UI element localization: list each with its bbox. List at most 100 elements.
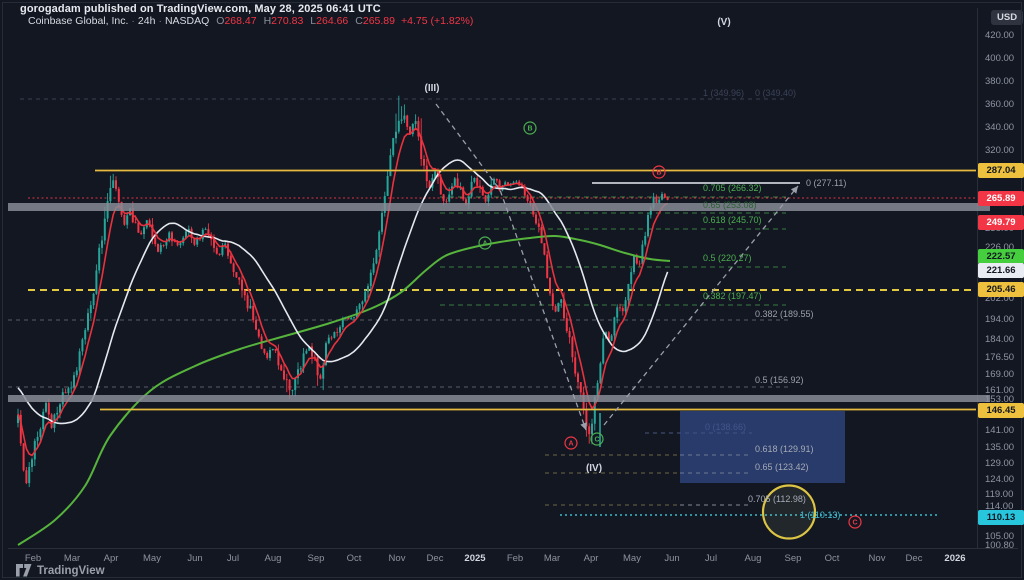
price-tick: 129.00	[985, 458, 1015, 469]
elliott-wave-label: (III)	[425, 83, 440, 94]
price-badge: 146.45	[978, 402, 1024, 418]
exchange: NASDAQ	[164, 15, 210, 27]
elliott-wave-label: (V)	[717, 17, 730, 28]
price-tick: 380.00	[985, 76, 1015, 87]
projection-dashed-line	[603, 185, 799, 426]
price-axis-separator	[977, 8, 978, 548]
year-tick: 2025	[464, 553, 486, 564]
slow-ma-line	[17, 234, 671, 546]
price-tick: 135.00	[985, 442, 1015, 453]
projection-box	[680, 411, 845, 483]
wave-circle	[564, 436, 578, 450]
target-circle	[761, 484, 817, 540]
fib-label: 1 (110.13)	[800, 510, 840, 520]
low-label: L	[310, 15, 317, 27]
fib-label: 1 (349.96)	[703, 88, 744, 98]
month-tick: Sep	[784, 553, 802, 564]
price-badge: 205.46	[978, 281, 1024, 297]
fib-label: 0.382 (197.47)	[703, 291, 762, 301]
price-tick: 105.00	[985, 531, 1015, 542]
separator: ·	[158, 15, 162, 27]
month-tick: Dec	[905, 553, 923, 564]
fib-label: 0.5 (156.92)	[755, 375, 804, 385]
month-tick: Mar	[543, 553, 561, 564]
wave-circle	[478, 236, 492, 250]
mid-ma-line	[17, 159, 669, 425]
month-tick: Dec	[426, 553, 444, 564]
fib-label: 0 (277.11)	[806, 178, 846, 188]
price-badge: 222.57	[978, 248, 1024, 264]
currency-button[interactable]: USD	[991, 10, 1024, 25]
open-value: 268.47	[224, 15, 257, 27]
price-tick: 194.00	[985, 314, 1015, 325]
month-tick: Jun	[187, 553, 203, 564]
fib-label: 0.65 (123.42)	[755, 462, 809, 472]
year-tick: 2026	[944, 553, 966, 564]
month-tick: Jul	[704, 553, 718, 564]
wave-circle	[848, 515, 862, 529]
gray-zone-band	[8, 203, 990, 211]
price-tick: 360.00	[985, 99, 1015, 110]
price-tick: 420.00	[985, 30, 1015, 41]
close-label: C	[355, 15, 363, 27]
symbol-info-bar[interactable]: Coinbase Global, Inc. · 24h · NASDAQ O268.47 H…	[28, 15, 473, 27]
price-badge: 221.66	[978, 262, 1024, 278]
low-value: 264.66	[316, 15, 349, 27]
price-tick: 141.00	[985, 425, 1015, 436]
month-tick: Apr	[103, 553, 119, 564]
arrowhead	[790, 186, 798, 194]
wave-circle	[590, 432, 604, 446]
month-tick: Feb	[24, 553, 42, 564]
wave-letter: B	[656, 170, 661, 177]
wave-circle	[652, 165, 666, 179]
price-tick: 184.00	[985, 334, 1015, 345]
watermark-text: TradingView	[37, 564, 105, 577]
price-tick: 153.00	[985, 394, 1015, 405]
wave-letter: C	[594, 437, 599, 444]
price-tick: 119.00	[985, 489, 1014, 500]
arrowhead	[580, 422, 587, 430]
month-tick: May	[623, 553, 641, 564]
separator: ·	[131, 15, 135, 27]
fib-label: 0.5 (220.27)	[703, 253, 752, 263]
open-label: O	[216, 15, 225, 27]
fast-ma-line	[17, 127, 668, 457]
gray-zone-band	[8, 395, 990, 402]
change-value: +4.75 (+1.82%)	[400, 15, 474, 27]
price-tick: 176.50	[985, 352, 1015, 363]
price-tick: 202.00	[985, 293, 1015, 304]
month-tick: Aug	[744, 553, 762, 564]
fib-label: 0.705 (266.32)	[703, 183, 762, 193]
candlestick-series-up	[17, 95, 663, 488]
fib-label: 0.618 (245.70)	[703, 215, 762, 225]
price-badge: 110.13	[978, 509, 1024, 525]
price-badge: 249.79	[978, 214, 1024, 230]
price-badge: 265.89	[978, 190, 1024, 206]
price-tick: 400.00	[985, 53, 1015, 64]
timeframe: 24h	[137, 15, 156, 27]
fib-label: 0.382 (189.55)	[755, 309, 814, 319]
month-tick: Sep	[307, 553, 325, 564]
tradingview-logo-icon	[16, 564, 32, 577]
price-tick: 169.00	[985, 369, 1015, 380]
high-value: 270.83	[271, 15, 304, 27]
month-tick: Mar	[63, 553, 81, 564]
wave-circle	[523, 121, 537, 135]
fib-label: 0.65 (253.08)	[703, 200, 757, 210]
fib-label: 0 (138.66)	[705, 422, 746, 432]
month-tick: May	[143, 553, 161, 564]
wave-letter: B	[527, 126, 532, 133]
tradingview-watermark[interactable]: TradingView	[16, 564, 105, 577]
wave-letter: A	[568, 441, 573, 448]
month-tick: Nov	[868, 553, 886, 564]
month-tick: Oct	[346, 553, 362, 564]
symbol-name: Coinbase Global, Inc.	[28, 15, 129, 27]
fib-label: 0.705 (112.98)	[748, 494, 806, 504]
month-tick: Apr	[583, 553, 599, 564]
price-badge: 287.04	[978, 162, 1024, 178]
price-tick: 124.00	[985, 474, 1015, 485]
price-tick: 114.00	[985, 501, 1014, 512]
month-tick: Oct	[824, 553, 840, 564]
